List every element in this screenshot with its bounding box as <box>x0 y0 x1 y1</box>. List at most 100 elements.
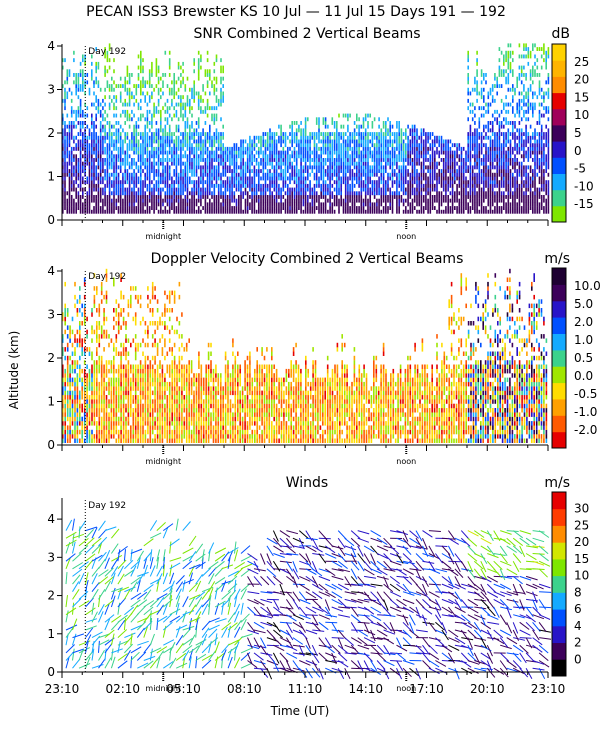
snr-cell <box>462 202 465 207</box>
snr-cell <box>338 165 340 170</box>
snr-cell <box>70 202 73 207</box>
snr-cell <box>68 135 71 140</box>
snr-cell <box>518 76 521 81</box>
snr-cell <box>240 206 242 210</box>
snr-cell <box>311 195 314 199</box>
snr-cell <box>318 195 320 199</box>
snr-cell <box>358 146 360 151</box>
snr-cell <box>202 139 204 144</box>
snr-cell <box>244 161 247 166</box>
snr-cell <box>476 176 478 181</box>
snr-cell <box>213 176 216 181</box>
snr-cell <box>253 154 256 159</box>
snr-cell <box>115 191 118 196</box>
snr-cell <box>416 158 418 162</box>
snr-cell <box>235 158 238 162</box>
snr-cell <box>529 106 532 111</box>
snr-cell <box>538 146 541 151</box>
snr-cell <box>155 169 158 173</box>
snr-cell <box>373 161 376 166</box>
snr-cell <box>540 143 543 148</box>
snr-cell <box>289 195 291 199</box>
snr-cell <box>202 154 204 159</box>
snr-cell <box>182 198 184 203</box>
snr-cell <box>420 165 423 170</box>
snr-cell <box>88 165 91 170</box>
snr-cell <box>307 202 309 207</box>
snr-cell <box>240 139 242 144</box>
snr-cell <box>532 135 534 140</box>
snr-cell <box>500 84 503 88</box>
snr-cell <box>153 187 155 192</box>
snr-cell <box>369 195 371 199</box>
snr-cell <box>95 165 97 170</box>
snr-cell <box>93 209 95 214</box>
snr-cell <box>471 202 474 207</box>
snr-cell <box>407 150 409 155</box>
snr-cell <box>271 202 273 207</box>
snr-cell <box>175 80 178 85</box>
snr-cell <box>362 150 365 155</box>
snr-cell <box>483 180 485 185</box>
snr-cell <box>405 172 407 177</box>
snr-cell <box>476 98 478 103</box>
snr-cell <box>512 158 514 162</box>
snr-cell <box>133 195 135 199</box>
snr-cell <box>491 146 494 151</box>
snr-cell <box>398 209 400 214</box>
snr-cell <box>491 158 494 162</box>
snr-cell <box>175 143 178 148</box>
snr-cell <box>266 209 269 214</box>
snr-cell <box>313 183 316 188</box>
snr-cell <box>342 143 345 148</box>
snr-cell <box>73 198 75 203</box>
snr-cell <box>407 135 409 140</box>
snr-cell <box>295 209 298 214</box>
snr-cell <box>318 198 320 203</box>
snr-cell <box>124 76 126 81</box>
snr-cell <box>193 198 195 203</box>
snr-cell <box>271 158 273 162</box>
snr-cell <box>434 169 436 173</box>
snr-cell <box>471 102 474 107</box>
snr-cell <box>309 165 311 170</box>
snr-cell <box>405 150 407 155</box>
snr-cell <box>498 191 501 196</box>
snr-cell <box>525 124 527 129</box>
snr-cell <box>97 158 100 162</box>
snr-cell <box>215 158 218 162</box>
snr-cell <box>97 65 100 70</box>
snr-cell <box>175 172 178 177</box>
snr-cell <box>425 165 427 170</box>
snr-cell <box>307 172 309 177</box>
snr-cell <box>360 169 363 173</box>
snr-cell <box>231 176 233 181</box>
snr-cell <box>88 202 91 207</box>
snr-cell <box>180 109 182 114</box>
snr-cell <box>418 180 420 185</box>
snr-cell <box>193 154 195 159</box>
snr-cell <box>88 146 91 151</box>
snr-cell <box>157 65 160 70</box>
snr-cell <box>186 202 189 207</box>
snr-cell <box>396 158 398 162</box>
snr-cell <box>70 91 73 96</box>
snr-cell <box>409 139 412 144</box>
snr-cell <box>331 132 334 136</box>
snr-cell <box>269 187 271 192</box>
snr-cell <box>64 58 66 63</box>
snr-cell <box>108 106 111 111</box>
snr-cell <box>391 150 394 155</box>
snr-cell <box>119 98 122 103</box>
snr-cell <box>509 187 512 192</box>
snr-cell <box>302 143 305 148</box>
snr-cell <box>289 165 291 170</box>
snr-cell <box>347 154 349 159</box>
snr-cell <box>389 165 391 170</box>
snr-cell <box>449 180 452 185</box>
snr-cell <box>360 198 363 203</box>
snr-cell <box>108 202 111 207</box>
snr-cell <box>113 132 115 136</box>
snr-cell <box>79 187 82 192</box>
snr-cell <box>291 206 293 210</box>
